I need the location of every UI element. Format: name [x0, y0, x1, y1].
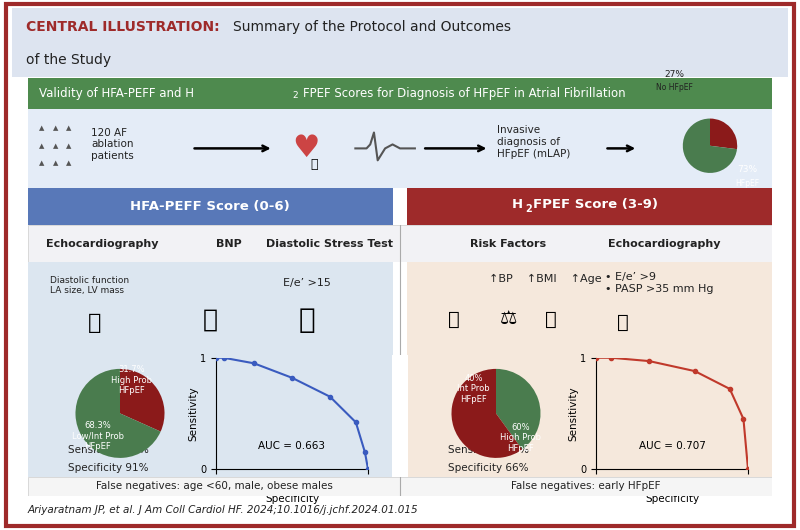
FancyBboxPatch shape [407, 262, 772, 355]
Text: ▲: ▲ [66, 143, 71, 149]
Text: CENTRAL ILLUSTRATION:: CENTRAL ILLUSTRATION: [26, 20, 219, 34]
FancyBboxPatch shape [28, 109, 772, 188]
Text: H: H [512, 198, 522, 211]
Text: Invasive
diagnosis of
HFpEF (mLAP): Invasive diagnosis of HFpEF (mLAP) [497, 126, 570, 158]
Text: ▲: ▲ [66, 126, 71, 131]
FancyBboxPatch shape [407, 188, 772, 225]
Text: 120 AF
ablation
patients: 120 AF ablation patients [91, 128, 134, 161]
Text: Echocardiography: Echocardiography [46, 239, 158, 249]
Text: Specificity 66%: Specificity 66% [448, 463, 528, 473]
Text: Ariyaratnam JP, et al. J Am Coll Cardiol HF. 2024;10.1016/j.jchf.2024.01.015: Ariyaratnam JP, et al. J Am Coll Cardiol… [27, 505, 418, 515]
Text: HFA-PEFF Score (0-6): HFA-PEFF Score (0-6) [130, 200, 290, 213]
Text: 40%
Int Prob
HFpEF: 40% Int Prob HFpEF [458, 374, 490, 404]
Text: ▲: ▲ [53, 161, 58, 166]
Text: Sensitivity 40%: Sensitivity 40% [68, 445, 149, 455]
Y-axis label: Sensitivity: Sensitivity [569, 386, 578, 441]
Text: Specificity 91%: Specificity 91% [68, 463, 148, 473]
Text: ▲: ▲ [39, 126, 45, 131]
FancyBboxPatch shape [28, 225, 772, 262]
Wedge shape [710, 119, 737, 149]
Text: 📡: 📡 [88, 313, 102, 333]
Wedge shape [451, 369, 522, 458]
Wedge shape [120, 369, 165, 431]
Y-axis label: Sensitivity: Sensitivity [189, 386, 198, 441]
FancyBboxPatch shape [28, 355, 392, 477]
Text: • E/e’ >9
• PASP >35 mm Hg: • E/e’ >9 • PASP >35 mm Hg [605, 272, 713, 294]
Text: BNP: BNP [216, 239, 242, 249]
Text: Diastolic function
LA size, LV mass: Diastolic function LA size, LV mass [50, 276, 130, 295]
Text: Risk Factors: Risk Factors [470, 239, 546, 249]
Text: FPEF Score (3-9): FPEF Score (3-9) [533, 198, 658, 211]
Text: 2: 2 [525, 204, 532, 214]
Text: No HFpEF: No HFpEF [656, 83, 693, 92]
Text: ▲: ▲ [39, 143, 45, 149]
Wedge shape [683, 119, 737, 173]
FancyBboxPatch shape [28, 188, 393, 225]
Text: Summary of the Protocol and Outcomes: Summary of the Protocol and Outcomes [233, 20, 511, 34]
Text: HFpEF: HFpEF [735, 179, 759, 188]
Text: 🚶: 🚶 [545, 311, 557, 329]
Text: 31.7%
High Prob
HFpEF: 31.7% High Prob HFpEF [110, 365, 152, 395]
Text: Validity of HFA-PEFF and H: Validity of HFA-PEFF and H [39, 87, 194, 100]
Text: FPEF Scores for Diagnosis of HFpEF in Atrial Fibrillation: FPEF Scores for Diagnosis of HFpEF in At… [303, 87, 626, 100]
Text: ↑BP    ↑BMI    ↑Age: ↑BP ↑BMI ↑Age [490, 274, 602, 284]
Text: AUC = 0.707: AUC = 0.707 [638, 441, 706, 451]
Text: ⚖️: ⚖️ [501, 311, 518, 329]
FancyBboxPatch shape [28, 262, 393, 355]
Text: ▲: ▲ [53, 143, 58, 149]
Text: Diastolic Stress Test: Diastolic Stress Test [266, 239, 393, 249]
Text: Sensitivity 69%: Sensitivity 69% [447, 445, 529, 455]
Text: 💉: 💉 [202, 308, 218, 332]
Text: 60%
High Prob
HFpEF: 60% High Prob HFpEF [500, 423, 541, 453]
Text: Echocardiography: Echocardiography [608, 239, 720, 249]
Text: ▲: ▲ [53, 126, 58, 131]
Text: 💊: 💊 [448, 311, 460, 329]
X-axis label: Specificity: Specificity [645, 494, 699, 505]
Text: 27%: 27% [665, 70, 685, 79]
Text: 73%: 73% [738, 165, 758, 174]
Text: ▲: ▲ [66, 161, 71, 166]
Text: 🏋: 🏋 [298, 306, 315, 334]
Text: 2: 2 [292, 91, 298, 100]
Text: AUC = 0.663: AUC = 0.663 [258, 441, 326, 451]
Text: False negatives: age <60, male, obese males: False negatives: age <60, male, obese ma… [95, 481, 333, 491]
Text: False negatives: early HFpEF: False negatives: early HFpEF [511, 481, 661, 491]
FancyBboxPatch shape [28, 78, 772, 109]
Text: of the Study: of the Study [26, 52, 111, 67]
Wedge shape [75, 369, 161, 458]
Text: 📡: 📡 [618, 313, 629, 332]
Text: 🔍: 🔍 [310, 158, 318, 171]
Wedge shape [496, 369, 541, 449]
Text: 68.3%
Low/Int Prob
HFpEF: 68.3% Low/Int Prob HFpEF [72, 421, 124, 450]
Text: ▲: ▲ [39, 161, 45, 166]
X-axis label: Specificity: Specificity [265, 494, 319, 505]
FancyBboxPatch shape [408, 355, 772, 477]
FancyBboxPatch shape [28, 477, 772, 496]
FancyBboxPatch shape [12, 8, 788, 77]
Text: ♥: ♥ [292, 134, 319, 163]
Text: E/e’ >15: E/e’ >15 [283, 278, 331, 288]
